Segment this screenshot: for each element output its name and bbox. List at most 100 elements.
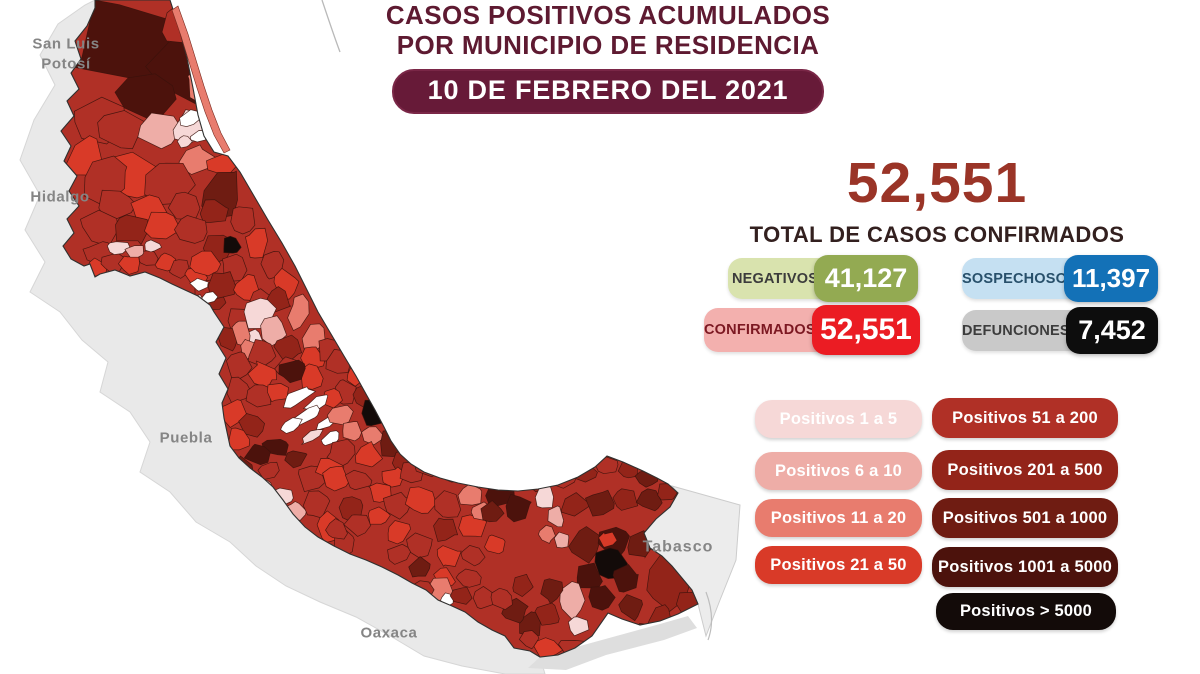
- municipality: [361, 399, 395, 427]
- page-title-line2: POR MUNICIPIO DE RESIDENCIA: [396, 30, 820, 61]
- municipality: [243, 443, 271, 466]
- municipality: [233, 19, 281, 68]
- municipality: [302, 490, 331, 519]
- legend-pill-501-1000: Positivos 501 a 1000: [932, 498, 1118, 538]
- municipality: [434, 490, 462, 518]
- municipality: [612, 563, 639, 593]
- municipality: [559, 581, 586, 621]
- stat-label-defunciones: DEFUNCIONES: [962, 322, 1070, 339]
- stat-value-sospechosos: 11,397: [1064, 255, 1158, 302]
- date-badge: 10 DE FEBRERO DEL 2021: [391, 69, 825, 115]
- stat-label-sospechosos: SOSPECHOSOS: [962, 270, 1078, 287]
- municipality: [534, 602, 560, 626]
- legend-pill-51-200: Positivos 51 a 200: [932, 398, 1118, 438]
- stat-label-negativos: NEGATIVOS: [731, 270, 819, 287]
- stat-value-negativos: 41,127: [814, 255, 918, 302]
- municipality: [154, 252, 177, 272]
- municipality: [472, 467, 500, 488]
- municipality: [367, 506, 391, 525]
- municipality: [387, 543, 411, 565]
- municipality: [257, 461, 280, 480]
- municipality: [284, 450, 308, 469]
- municipality: [404, 486, 437, 514]
- municipality: [408, 556, 431, 578]
- municipality: [278, 359, 306, 384]
- municipality: [568, 526, 601, 564]
- municipality: [287, 293, 310, 331]
- municipality: [247, 338, 277, 368]
- header: CASOS POSITIVOS ACUMULADOS POR MUNICIPIO…: [347, 0, 869, 115]
- municipality: [355, 441, 384, 468]
- municipality: [173, 215, 208, 244]
- municipality: [144, 239, 163, 253]
- municipality: [247, 360, 277, 389]
- legend-pill-21-50: Positivos 21 a 50: [755, 546, 922, 584]
- total-cases-number: 52,551: [846, 151, 1028, 215]
- municipality: [449, 587, 473, 605]
- municipality: [280, 417, 303, 434]
- municipality: [124, 245, 144, 258]
- map-label-oaxaca: Oaxaca: [360, 624, 418, 642]
- municipality: [267, 383, 290, 403]
- municipality: [137, 112, 183, 150]
- legend-pill-1-5: Positivos 1 a 5: [755, 400, 922, 438]
- municipality: [547, 505, 564, 528]
- municipality: [97, 110, 146, 150]
- municipality: [194, 34, 232, 70]
- municipality: [598, 531, 618, 548]
- municipality: [143, 211, 183, 240]
- municipality: [199, 199, 229, 223]
- municipality: [538, 524, 556, 544]
- municipality: [301, 429, 324, 445]
- municipality: [325, 518, 348, 540]
- municipality: [455, 568, 482, 588]
- municipality: [273, 334, 303, 361]
- municipality: [302, 394, 329, 411]
- municipality: [326, 438, 356, 466]
- municipality: [226, 376, 252, 403]
- municipality: [472, 585, 495, 610]
- legend-pill-1001-5000: Positivos 1001 a 5000: [932, 547, 1118, 587]
- municipality: [433, 517, 459, 542]
- legend-pill-201-500: Positivos 201 a 500: [932, 450, 1118, 490]
- legend-pill-11-20: Positivos 11 a 20: [755, 499, 922, 537]
- stat-label-confirmados: CONFIRMADOS: [704, 322, 816, 338]
- legend-pill-over-5000: Positivos > 5000: [936, 593, 1116, 630]
- municipality: [178, 144, 217, 175]
- municipality: [381, 466, 406, 488]
- map-label-tabasco: Tabasco: [642, 538, 714, 556]
- municipality: [560, 492, 593, 517]
- municipality: [635, 488, 663, 512]
- municipality: [512, 573, 534, 598]
- municipality: [505, 493, 532, 523]
- municipality: [618, 594, 643, 622]
- municipality: [322, 465, 350, 492]
- municipality: [176, 135, 193, 149]
- municipality: [207, 271, 237, 299]
- total-cases-label: TOTAL DE CASOS CONFIRMADOS: [749, 222, 1125, 247]
- municipality: [106, 241, 131, 255]
- municipality: [238, 413, 265, 438]
- municipality: [346, 360, 372, 387]
- municipality: [283, 386, 317, 409]
- municipality: [189, 250, 222, 277]
- municipality: [518, 630, 540, 650]
- municipality: [387, 520, 411, 545]
- municipality: [300, 346, 326, 370]
- municipality: [382, 491, 413, 520]
- municipality: [361, 426, 383, 446]
- municipality: [189, 277, 210, 292]
- municipality: [584, 489, 615, 517]
- page-title-line1: CASOS POSITIVOS ACUMULADOS: [385, 0, 831, 30]
- municipality: [230, 206, 256, 235]
- municipality: [499, 470, 523, 494]
- map-label-hidalgo: Hidalgo: [30, 188, 90, 206]
- map-label-puebla: Puebla: [159, 429, 213, 447]
- municipality: [436, 545, 462, 567]
- municipality: [568, 616, 590, 637]
- municipality: [444, 459, 471, 483]
- municipality: [460, 545, 486, 567]
- municipality: [226, 351, 253, 381]
- municipality: [484, 534, 506, 555]
